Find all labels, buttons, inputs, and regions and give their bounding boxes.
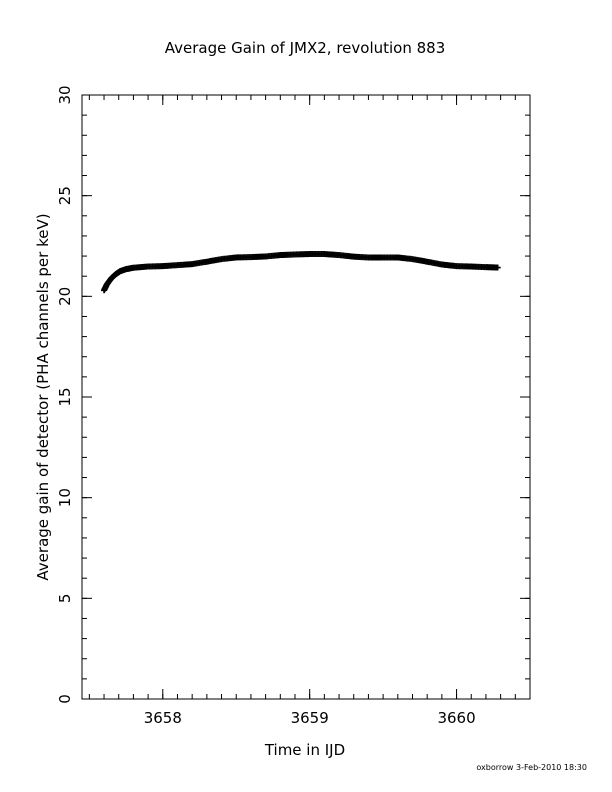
- x-tick-label: 3659: [291, 709, 329, 727]
- data-series: [101, 251, 501, 294]
- y-tick-label: 5: [56, 594, 74, 604]
- x-tick-label: 3660: [437, 709, 475, 727]
- plot-frame: [81, 94, 531, 700]
- x-tick-labels: 3658 3659 3660: [144, 709, 476, 727]
- y-tick-label: 25: [56, 186, 74, 205]
- y-tick-label: 10: [56, 488, 74, 507]
- major-ticks: [82, 94, 530, 700]
- chart-title: Average Gain of JMX2, revolution 883: [165, 39, 446, 57]
- footer-timestamp: oxborrow 3-Feb-2010 18:30: [476, 763, 587, 772]
- y-tick-label: 30: [56, 85, 74, 104]
- x-axis-label: Time in IJD: [264, 741, 345, 759]
- minor-ticks: [82, 94, 531, 700]
- y-tick-labels: 0 5 10 15 20 25 30: [56, 85, 74, 703]
- y-axis-label: Average gain of detector (PHA channels p…: [34, 213, 52, 580]
- y-tick-label: 0: [56, 694, 74, 704]
- data-point: [494, 264, 501, 271]
- x-tick-label: 3658: [144, 709, 182, 727]
- y-tick-label: 20: [56, 287, 74, 306]
- y-tick-label: 15: [56, 387, 74, 406]
